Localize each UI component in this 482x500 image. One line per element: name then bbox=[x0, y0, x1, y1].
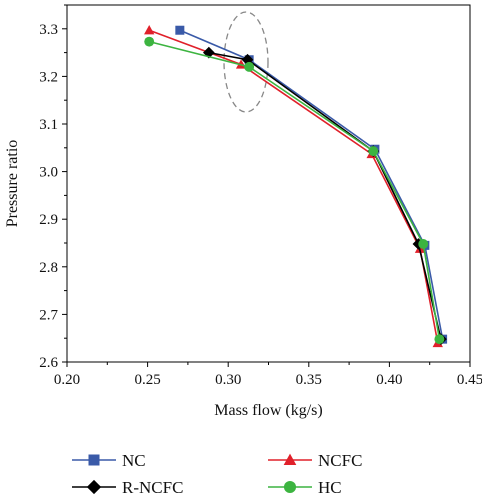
legend-label: R-NCFC bbox=[122, 478, 183, 497]
y-tick-label: 3.0 bbox=[39, 165, 58, 181]
data-point bbox=[283, 453, 297, 466]
data-point bbox=[418, 239, 429, 249]
series-line bbox=[208, 51, 442, 340]
y-tick-label: 2.7 bbox=[39, 307, 58, 323]
y-tick-label: 2.9 bbox=[39, 212, 58, 228]
y-tick-label: 3.1 bbox=[39, 117, 58, 133]
legend-label: NCFC bbox=[318, 451, 362, 470]
data-point bbox=[144, 25, 155, 35]
series-nc bbox=[175, 25, 448, 344]
data-point bbox=[175, 25, 185, 35]
data-point bbox=[144, 36, 155, 47]
x-axis: 0.20 0.25 0.30 0.35 0.40 0.45 bbox=[54, 362, 482, 388]
legend-item-nc: NC bbox=[72, 451, 146, 470]
plot-area: 0.20 0.25 0.30 0.35 0.40 0.45 2.6 2.7 2.8 2.9 3.0… bbox=[39, 4, 482, 388]
series-hc bbox=[144, 36, 445, 345]
data-point bbox=[283, 480, 297, 494]
legend-label: NC bbox=[122, 451, 146, 470]
data-point bbox=[86, 479, 102, 495]
legend-item-r-ncfc: R-NCFC bbox=[72, 478, 183, 497]
data-point bbox=[88, 454, 100, 466]
legend: NC NCFC R-NCFC HC bbox=[72, 451, 362, 497]
series-ncfc bbox=[144, 25, 443, 348]
x-tick-label: 0.35 bbox=[296, 372, 322, 388]
x-tick-label: 0.20 bbox=[54, 372, 80, 388]
y-tick-label: 3.3 bbox=[39, 22, 58, 38]
series-r-ncfc bbox=[203, 46, 447, 346]
x-tick-label: 0.25 bbox=[134, 372, 160, 388]
x-axis-label: Mass flow (kg/s) bbox=[214, 402, 322, 419]
x-tick-label: 0.45 bbox=[457, 372, 482, 388]
series-layer bbox=[144, 25, 448, 348]
x-tick-label: 0.30 bbox=[215, 372, 241, 388]
data-point bbox=[244, 61, 255, 72]
y-tick-label: 2.6 bbox=[39, 355, 58, 371]
highlight-ellipse bbox=[223, 11, 269, 113]
legend-item-ncfc: NCFC bbox=[268, 451, 362, 470]
data-point bbox=[203, 46, 215, 59]
data-point bbox=[368, 146, 379, 157]
legend-label: HC bbox=[318, 478, 342, 497]
y-tick-label: 3.2 bbox=[39, 69, 58, 85]
series-line bbox=[179, 29, 444, 340]
y-axis: 2.6 2.7 2.8 2.9 3.0 3.1 3.2 3.3 bbox=[39, 4, 67, 371]
x-tick-label: 0.40 bbox=[376, 372, 402, 388]
data-point bbox=[434, 334, 445, 345]
y-axis-label: Pressure ratio bbox=[4, 140, 21, 228]
y-tick-label: 2.8 bbox=[39, 260, 58, 276]
legend-item-hc: HC bbox=[268, 478, 342, 497]
